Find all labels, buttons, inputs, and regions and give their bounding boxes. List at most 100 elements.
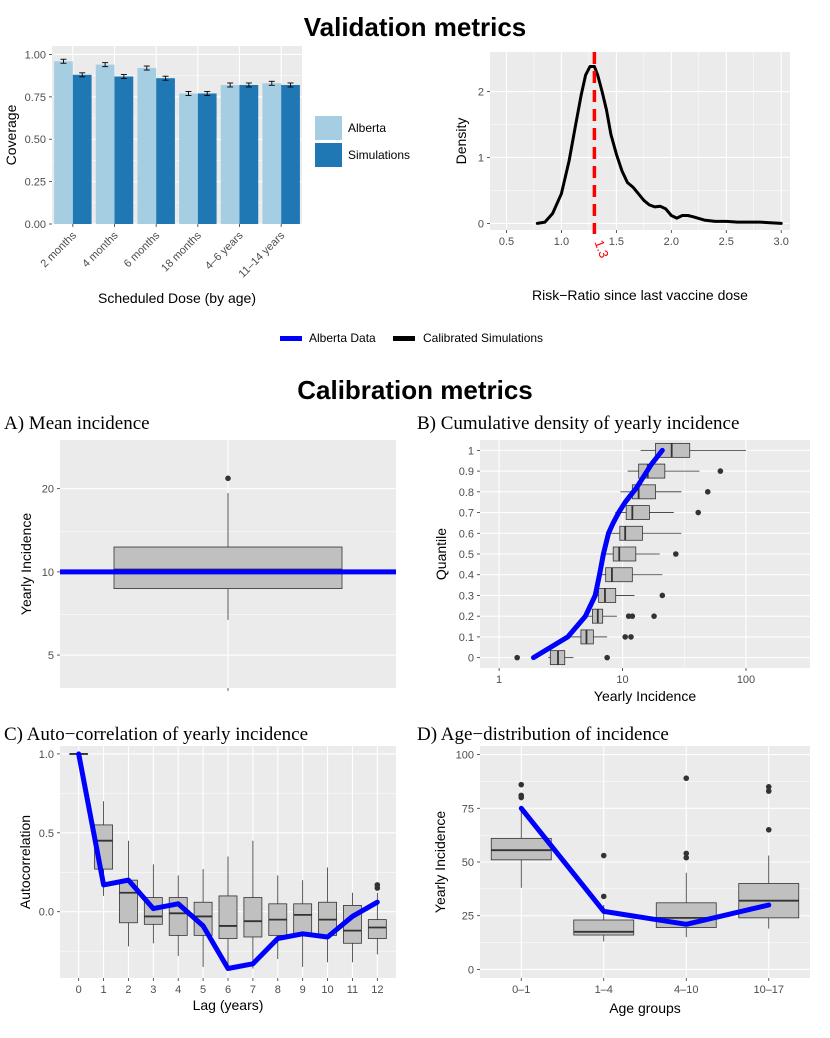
cumulative-ytick-label-3: 0.3 (459, 590, 474, 602)
cumulative-box-8-outlier-0 (704, 489, 711, 495)
cumulative-box-7-outlier-0 (695, 509, 701, 516)
age-distribution-box-1-box (573, 919, 635, 936)
cumulative-xtick-label-0: 1 (496, 674, 502, 686)
cumulative-box-3-outlier-0 (659, 592, 666, 599)
cumulative-alberta-line (531, 447, 665, 661)
cumulative-box-4-box (605, 567, 633, 583)
autocorrelation-xtick-label-0: 0 (76, 984, 82, 996)
cumulative-ytick-label-10: 1 (468, 445, 474, 457)
cumulative-xtick-label-2: 100 (737, 674, 755, 686)
density-xtick-label-4: 2.5 (719, 236, 734, 248)
autocorrelation-panel-title: C) Auto−correlation of yearly incidence (4, 724, 308, 745)
cumulative-box-1-outlier-0 (622, 634, 628, 640)
age-distribution-ytick-label-2: 50 (462, 857, 474, 869)
mean-incidence-outlier-0 (225, 475, 231, 482)
mean-incidence-ytick-label-1: 10 (42, 567, 54, 579)
coverage-legend-key-1 (315, 143, 342, 167)
coverage-bar-alberta-4 (220, 84, 240, 224)
coverage-ytick-label-1: 0.25 (25, 177, 46, 189)
cumulative-box-10-box (655, 442, 691, 458)
age-distribution-box-2-outlier-1 (683, 850, 690, 857)
age-distribution-ytick-label-3: 75 (462, 803, 474, 815)
autocorrelation-box-12-outlier-1 (374, 882, 381, 888)
age-distribution-box-0-outlier-2 (518, 781, 525, 788)
cumulative-ytick-label-2: 0.2 (459, 611, 474, 623)
coverage-bar-alberta-0 (54, 61, 73, 224)
autocorrelation-chart: C) Auto−correlation of yearly incidence 0… (4, 724, 396, 1013)
density-ytick-label-2: 2 (478, 87, 484, 99)
autocorrelation-xlabel: Lag (years) (193, 997, 264, 1013)
autocorrelation-xtick-label-7: 7 (250, 984, 256, 996)
coverage-bar-simulations-4 (239, 84, 259, 224)
age-distribution-ylabel: Yearly Incidence (432, 811, 448, 913)
cumulative-box-5-box (612, 546, 637, 562)
coverage-bar-simulations-0 (72, 74, 92, 224)
autocorrelation-xtick-label-1: 1 (100, 984, 106, 996)
coverage-bar-alberta-2 (137, 68, 157, 225)
cumulative-xlabel: Yearly Incidence (594, 688, 696, 704)
density-xtick-label-3: 2.0 (664, 236, 679, 248)
mean-incidence-chart: A) Mean incidence 5 10 20 Yearly Incidence (4, 413, 396, 691)
cumulative-box-6-box (619, 525, 643, 541)
autocorrelation-xtick-label-6: 6 (225, 984, 231, 996)
age-distribution-xtick-label-2: 4–10 (674, 984, 698, 996)
coverage-bar-simulations-1 (114, 76, 134, 224)
cumulative-ytick-label-6: 0.6 (459, 528, 474, 540)
coverage-ytick-label-0: 0.00 (25, 219, 46, 231)
age-distribution-box-3-outlier-1 (765, 788, 772, 794)
cumulative-box-1-outlier-1 (628, 634, 634, 640)
age-distribution-ytick-label-0: 0 (468, 964, 474, 976)
autocorrelation-box-9-box (293, 903, 313, 935)
validation-title: Validation metrics (304, 12, 527, 42)
coverage-xtick-label-4: 4–6 years (203, 229, 246, 272)
age-distribution-alberta-line (518, 805, 772, 927)
autocorrelation-xtick-label-12: 12 (371, 984, 383, 996)
cumulative-xtick-label-1: 10 (616, 674, 628, 686)
coverage-bar-alberta-3 (179, 93, 198, 224)
coverage-bar-alberta-5 (262, 83, 282, 225)
age-distribution-panel-title: D) Age−distribution of incidence (417, 724, 669, 745)
cumulative-ytick-label-9: 0.9 (459, 466, 474, 478)
shared-legend: Alberta Data Calibrated Simulations (280, 331, 543, 345)
legend-label-alberta-data: Alberta Data (309, 331, 376, 345)
age-distribution-xlabel: Age groups (609, 1000, 681, 1016)
legend-key-calibrated (393, 336, 415, 341)
density-vline-label: 1.3 (592, 238, 612, 260)
autocorrelation-xtick-label-2: 2 (125, 984, 131, 996)
coverage-bar-simulations-5 (281, 84, 300, 224)
autocorrelation-alberta-line (76, 751, 380, 971)
autocorrelation-xtick-label-5: 5 (200, 984, 206, 996)
coverage-ylabel: Coverage (3, 104, 19, 165)
age-distribution-chart: D) Age−distribution of incidence 0 25 50 75 1… (417, 724, 810, 1016)
density-xtick-label-2: 1.5 (609, 236, 624, 248)
cumulative-ytick-label-1: 0.1 (459, 632, 474, 644)
autocorrelation-xtick-label-3: 3 (150, 984, 156, 996)
cumulative-ylabel: Quantile (433, 528, 449, 580)
autocorrelation-ytick-label-2: 1.0 (39, 749, 54, 761)
mean-incidence-box (113, 546, 343, 589)
coverage-legend-label-0: Alberta (348, 121, 386, 135)
cumulative-box-0-outlier-0 (514, 654, 520, 661)
coverage-bar-simulations-3 (197, 93, 217, 224)
cumulative-box-7-box (625, 505, 650, 520)
age-distribution-box-2-outlier-2 (683, 775, 690, 782)
coverage-legend-label-1: Simulations (348, 148, 410, 162)
density-panel-background (490, 52, 790, 230)
cumulative-box-0-outlier-1 (604, 654, 610, 661)
coverage-chart: 0.00 0.25 0.50 0.75 1.00 2 months 4 months 6 mo… (3, 46, 410, 306)
cumulative-ytick-label-7: 0.7 (459, 508, 474, 520)
age-distribution-box-2-outlier-0 (683, 854, 690, 861)
coverage-legend-key-0 (315, 116, 342, 140)
age-distribution-ytick-label-1: 25 (462, 911, 474, 923)
age-distribution-box-1-outlier-1 (600, 852, 607, 859)
age-distribution-xtick-label-1: 1–4 (595, 984, 613, 996)
coverage-ytick-label-4: 1.00 (25, 49, 46, 61)
age-distribution-xtick-label-0: 0–1 (512, 984, 530, 996)
mean-incidence-panel-title: A) Mean incidence (4, 413, 150, 434)
age-distribution-box-0-outlier-1 (518, 792, 525, 799)
density-curve (535, 65, 783, 225)
cumulative-ytick-label-8: 0.8 (459, 487, 474, 499)
age-distribution-box-0-box (490, 837, 552, 861)
cumulative-box-2-outlier-2 (651, 613, 657, 619)
mean-incidence-ylabel: Yearly Incidence (18, 513, 34, 615)
